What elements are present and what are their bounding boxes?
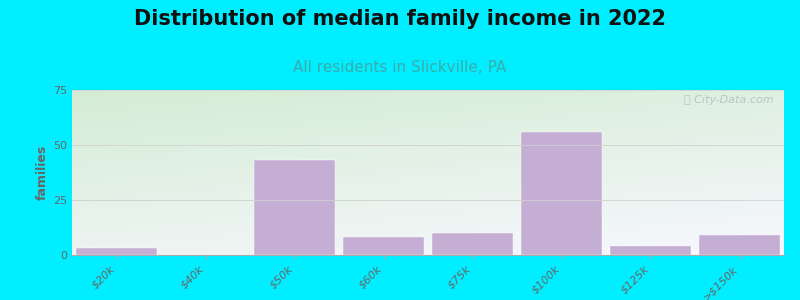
Y-axis label: families: families xyxy=(36,145,49,200)
Bar xyxy=(610,246,690,255)
Bar xyxy=(254,160,334,255)
Bar xyxy=(77,248,157,255)
Bar xyxy=(699,235,779,255)
Bar xyxy=(522,132,602,255)
Text: Distribution of median family income in 2022: Distribution of median family income in … xyxy=(134,9,666,29)
Bar xyxy=(343,237,423,255)
Text: All residents in Slickville, PA: All residents in Slickville, PA xyxy=(294,60,506,75)
Bar xyxy=(433,233,513,255)
Text: ⓘ City-Data.com: ⓘ City-Data.com xyxy=(684,95,774,105)
